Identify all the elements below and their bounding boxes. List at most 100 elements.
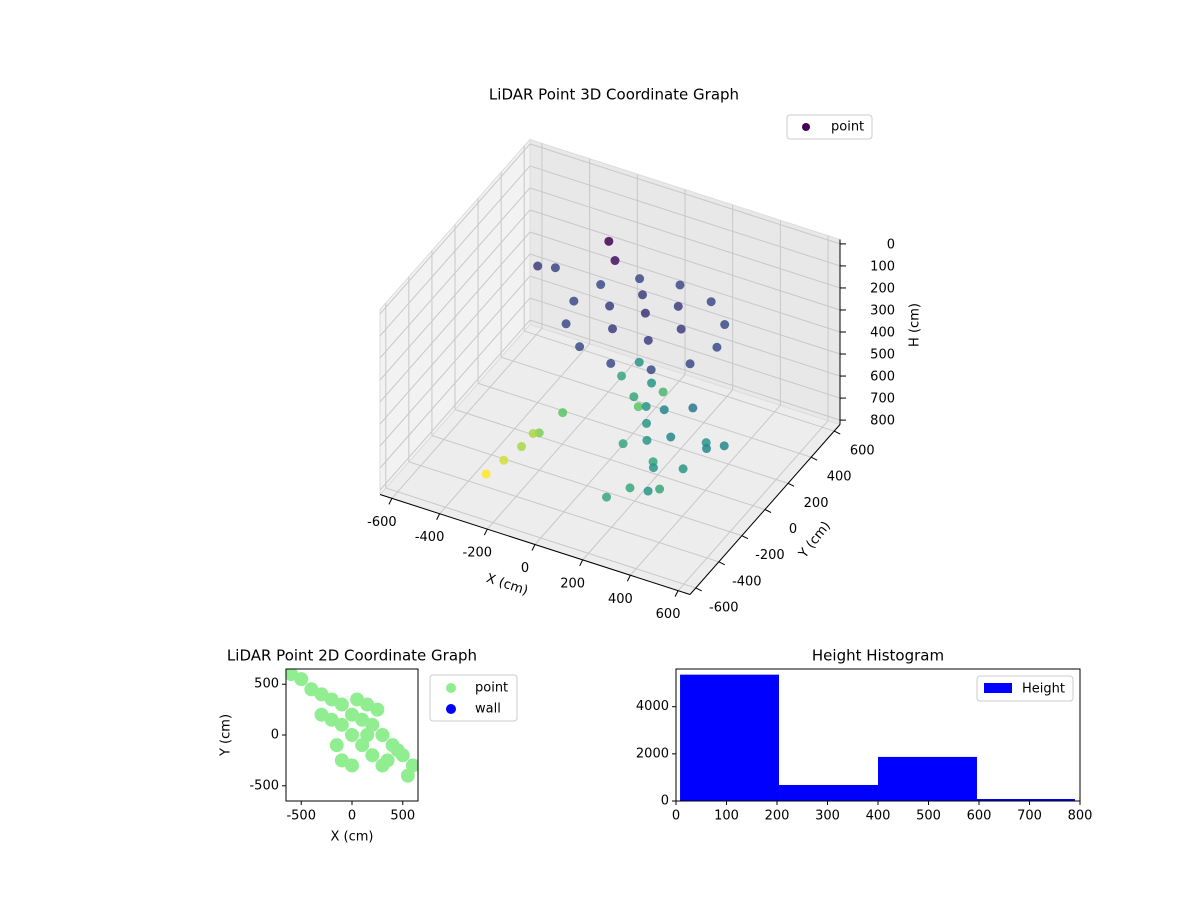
x-tick-label: 0	[672, 809, 680, 824]
point	[618, 439, 628, 449]
y-tick-label: 500	[254, 677, 279, 692]
tick-mark	[531, 544, 536, 551]
grid-line	[529, 143, 841, 245]
point	[617, 371, 627, 381]
tick-mark	[810, 456, 818, 461]
tick-mark	[787, 482, 795, 487]
x-tick-label: 600	[967, 809, 992, 824]
legend-label: wall	[475, 702, 501, 717]
bar	[680, 674, 780, 801]
z-tick-label: 500	[870, 348, 895, 363]
y-tick-label: -400	[732, 574, 762, 589]
x-tick-label: 200	[560, 576, 585, 591]
point	[675, 280, 685, 290]
point	[400, 768, 415, 783]
tick-mark	[741, 535, 749, 540]
chart-title: LiDAR Point 2D Coordinate Graph	[227, 647, 477, 665]
point	[643, 486, 653, 496]
point	[706, 297, 716, 307]
x-tick-label: 300	[815, 809, 840, 824]
x-tick-label: 500	[390, 809, 415, 824]
z-tick-label: 200	[870, 281, 895, 296]
point	[625, 483, 635, 493]
x-axis-line	[379, 494, 691, 595]
legend-box	[786, 114, 873, 140]
y-tick-label: -600	[709, 600, 739, 615]
legend-label: Height	[1022, 682, 1065, 697]
legend-patch	[984, 683, 1012, 693]
x-tick-label: 0	[348, 809, 356, 824]
tick-mark	[674, 590, 679, 597]
legend-box	[976, 675, 1074, 702]
grid-line	[454, 409, 766, 510]
point	[629, 392, 639, 402]
y-tick-label: 0	[271, 728, 279, 743]
point	[688, 403, 698, 413]
bar	[878, 756, 977, 801]
grid-line	[379, 143, 531, 315]
point	[610, 256, 620, 266]
point	[605, 301, 615, 311]
y-tick-label: 0	[789, 522, 797, 537]
point	[720, 320, 730, 330]
point	[641, 401, 651, 411]
x-tick-label: -200	[463, 546, 493, 561]
point	[634, 357, 644, 367]
point	[638, 290, 647, 300]
y-tick-label: -200	[755, 548, 785, 563]
grid-line	[501, 356, 812, 458]
point	[655, 484, 665, 494]
grid-line	[379, 231, 531, 403]
chart-title: LiDAR Point 3D Coordinate Graph	[489, 86, 739, 104]
grid-line	[529, 165, 841, 267]
point	[375, 728, 390, 742]
point	[633, 402, 643, 412]
tick-mark	[626, 575, 631, 582]
bar	[976, 798, 1075, 801]
grid-line	[408, 461, 719, 563]
y-axis-label: Y (cm)	[796, 519, 834, 562]
point	[658, 387, 668, 397]
point	[643, 335, 653, 345]
point	[499, 455, 509, 465]
point	[575, 342, 585, 352]
grid-line	[529, 275, 841, 377]
legend-marker	[446, 683, 456, 693]
x-tick-label: -500	[286, 809, 316, 824]
tick-mark	[695, 587, 702, 592]
z-tick-label: 700	[870, 392, 895, 407]
point	[604, 236, 614, 246]
point	[517, 442, 527, 452]
point	[640, 308, 650, 318]
point	[678, 464, 688, 474]
point	[606, 358, 616, 368]
point	[329, 738, 344, 753]
point	[712, 342, 722, 352]
y-tick-label: -500	[249, 778, 279, 793]
point	[719, 441, 729, 451]
point	[334, 753, 349, 768]
point	[648, 463, 658, 473]
point	[702, 444, 712, 454]
grid-line	[379, 319, 531, 491]
point	[550, 263, 560, 273]
legend-label: point	[475, 681, 508, 696]
point	[360, 728, 375, 742]
grid-line	[379, 209, 531, 381]
x-tick-label: 600	[656, 607, 681, 622]
x-tick-label: 0	[521, 561, 529, 576]
point	[390, 743, 405, 758]
x-tick-label: 400	[608, 592, 633, 607]
point	[676, 324, 686, 334]
point	[561, 319, 571, 329]
legend-label: point	[831, 120, 864, 135]
x-tick-label: 100	[714, 809, 739, 824]
z-tick-label: 0	[887, 237, 895, 252]
point	[360, 697, 375, 712]
z-axis-label: H (cm)	[908, 303, 923, 347]
point	[533, 261, 543, 271]
tick-mark	[764, 509, 772, 513]
x-tick-label: 400	[866, 809, 891, 824]
